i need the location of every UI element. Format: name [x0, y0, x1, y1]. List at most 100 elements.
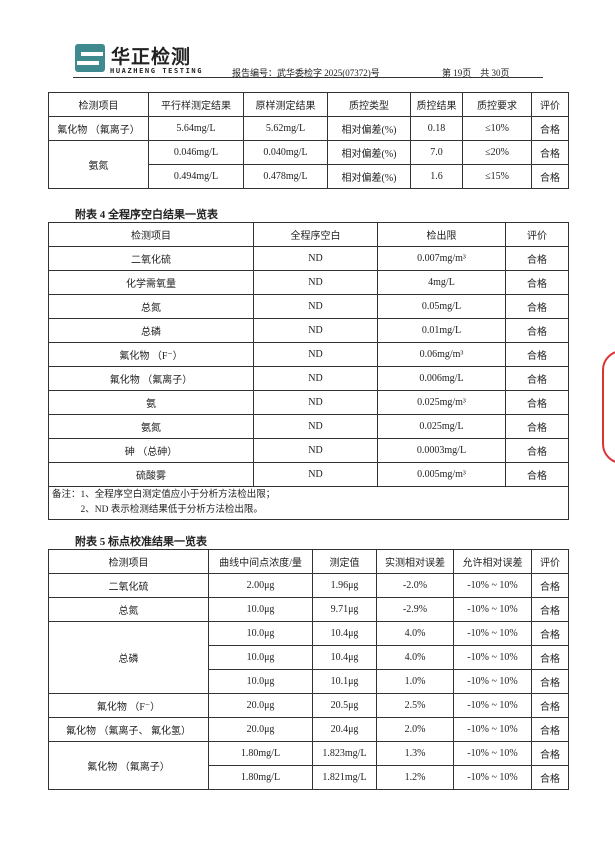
- cell: 20.0μg: [208, 693, 313, 718]
- cell: 氨: [48, 390, 254, 415]
- table5-caption: 附表 5 标点校准结果一览表: [75, 536, 207, 548]
- cell: 20.5μg: [312, 693, 377, 718]
- table-row: 二氧化硫 ND 0.007mg/m³ 合格: [48, 246, 569, 271]
- blank-results-table: 检测项目 全程序空白 检出限 评价 二氧化硫 ND 0.007mg/m³ 合格 化学需氧量 ND…: [48, 222, 569, 520]
- cell: 10.0μg: [208, 669, 313, 694]
- red-seal-stamp-icon: [602, 350, 615, 464]
- cell: ND: [253, 246, 378, 271]
- cell: 总磷: [48, 318, 254, 343]
- cell: 0.005mg/m³: [377, 462, 506, 487]
- table-row: 氨氮 0.046mg/L 0.040mg/L 相对偏差(%) 7.0 ≤20% 合格: [48, 140, 569, 189]
- cell: 合格: [531, 717, 569, 742]
- header-cell: 曲线中间点浓度/量: [208, 549, 313, 574]
- cell: 2.5%: [376, 693, 454, 718]
- cell: 氟化物 （氟离子）: [48, 116, 149, 141]
- header-cell: 评价: [531, 92, 569, 117]
- cell: -10% ~ 10%: [453, 669, 532, 694]
- table-row: 化学需氧量 ND 4mg/L 合格: [48, 270, 569, 295]
- table-row: 氟化物 （氟离子） 1.80mg/L 1.823mg/L 1.3% -10% ~ 10%…: [48, 741, 569, 790]
- cell: -10% ~ 10%: [453, 597, 532, 622]
- cell: ≤20%: [462, 140, 532, 165]
- cell: 9.71μg: [312, 597, 377, 622]
- table-row: 氨 ND 0.025mg/m³ 合格: [48, 390, 569, 415]
- table-row: 硫酸雾 ND 0.005mg/m³ 合格: [48, 462, 569, 487]
- cell: 0.025mg/L: [377, 414, 506, 439]
- header-cell: 全程序空白: [253, 222, 378, 247]
- cell: 合格: [531, 573, 569, 598]
- cell: 合格: [531, 645, 569, 670]
- cell: 0.0003mg/L: [377, 438, 506, 463]
- cell: 合格: [531, 765, 569, 790]
- cell: 氨氮: [48, 140, 149, 189]
- cell: 5.64mg/L: [148, 116, 244, 141]
- cell: ND: [253, 342, 378, 367]
- cell: 化学需氧量: [48, 270, 254, 295]
- cell: -10% ~ 10%: [453, 645, 532, 670]
- header-cell: 质控要求: [462, 92, 532, 117]
- cell: 0.18: [410, 116, 463, 141]
- notes: 备注：1、全程序空白测定值应小于分析方法检出限； 2、ND 表示检测结果低于分析…: [48, 486, 569, 520]
- cell: 合格: [505, 462, 569, 487]
- cell: 1.2%: [376, 765, 454, 790]
- table-row: 总磷 10.0μg 10.4μg 4.0% -10% ~ 10% 合格: [48, 621, 569, 694]
- cell: 相对偏差(%): [327, 164, 411, 189]
- header-cell: 允许相对误差: [453, 549, 532, 574]
- table-row: 二氧化硫 2.00μg 1.96μg -2.0% -10% ~ 10% 合格: [48, 573, 569, 598]
- cell: 4.0%: [376, 645, 454, 670]
- cell: 硫酸雾: [48, 462, 254, 487]
- cell: 0.478mg/L: [243, 164, 328, 189]
- cell: 1.0%: [376, 669, 454, 694]
- note-2: 2、ND 表示检测结果低于分析方法检出限。: [52, 505, 263, 515]
- report-number: 报告编号：武华委检字 2025(07372)号: [232, 68, 380, 78]
- cell: 合格: [531, 597, 569, 622]
- cell: 氟化物 （F⁻）: [48, 693, 209, 718]
- cell: 20.0μg: [208, 717, 313, 742]
- cell: 0.006mg/L: [377, 366, 506, 391]
- cell: 20.4μg: [312, 717, 377, 742]
- cell: 氟化物 （氟离子）: [48, 741, 209, 790]
- cell: ND: [253, 294, 378, 319]
- cell: 1.821mg/L: [312, 765, 377, 790]
- cell: 10.0μg: [208, 597, 313, 622]
- table-row: 0.494mg/L 0.478mg/L 相对偏差(%) 1.6 ≤15% 合格: [49, 164, 569, 189]
- cell: -2.0%: [376, 573, 454, 598]
- header-cell: 原样测定结果: [243, 92, 328, 117]
- table-row: 氟化物 （氟离子） ND 0.006mg/L 合格: [48, 366, 569, 391]
- cell: 1.3%: [376, 741, 454, 766]
- cell: 相对偏差(%): [327, 140, 411, 165]
- cell: 氟化物 （氟离子、 氟化氢）: [48, 717, 209, 742]
- cell: 合格: [505, 390, 569, 415]
- cell: 总氮: [48, 294, 254, 319]
- table-row: 氟化物 （氟离子） 5.64mg/L 5.62mg/L 相对偏差(%) 0.18 ≤10%…: [48, 116, 569, 141]
- cell: ≤15%: [462, 164, 532, 189]
- cell: ND: [253, 318, 378, 343]
- header-cell: 评价: [505, 222, 569, 247]
- cell: ND: [253, 462, 378, 487]
- table-row: 砷 （总砷） ND 0.0003mg/L 合格: [48, 438, 569, 463]
- header-cell: 检测项目: [48, 222, 254, 247]
- cell: 10.0μg: [208, 645, 313, 670]
- table-row: 1.80mg/L 1.821mg/L 1.2% -10% ~ 10% 合格: [49, 765, 569, 790]
- table-row: 氟化物 （氟离子、 氟化氢） 20.0μg 20.4μg 2.0% -10% ~ 10%…: [48, 717, 569, 742]
- cell: -10% ~ 10%: [453, 693, 532, 718]
- note-1: 备注：1、全程序空白测定值应小于分析方法检出限；: [52, 490, 276, 500]
- cell: ND: [253, 270, 378, 295]
- cell: 7.0: [410, 140, 463, 165]
- cell: 合格: [531, 693, 569, 718]
- header-cell: 实测相对误差: [376, 549, 454, 574]
- header-cell: 评价: [531, 549, 569, 574]
- cell: 10.4μg: [312, 645, 377, 670]
- cell: 2.0%: [376, 717, 454, 742]
- brand-name: 华正检测: [111, 46, 192, 68]
- cell: 合格: [531, 621, 569, 646]
- cell: ND: [253, 438, 378, 463]
- cell: 10.4μg: [312, 621, 377, 646]
- cell: 合格: [505, 342, 569, 367]
- table-row: 氨氮 ND 0.025mg/L 合格: [48, 414, 569, 439]
- table-row: 氟化物 （F⁻） 20.0μg 20.5μg 2.5% -10% ~ 10% 合格: [48, 693, 569, 718]
- cell: 0.01mg/L: [377, 318, 506, 343]
- table-row: 总磷 ND 0.01mg/L 合格: [48, 318, 569, 343]
- table-row: 10.0μg 10.1μg 1.0% -10% ~ 10% 合格: [49, 669, 569, 694]
- cell: 合格: [531, 669, 569, 694]
